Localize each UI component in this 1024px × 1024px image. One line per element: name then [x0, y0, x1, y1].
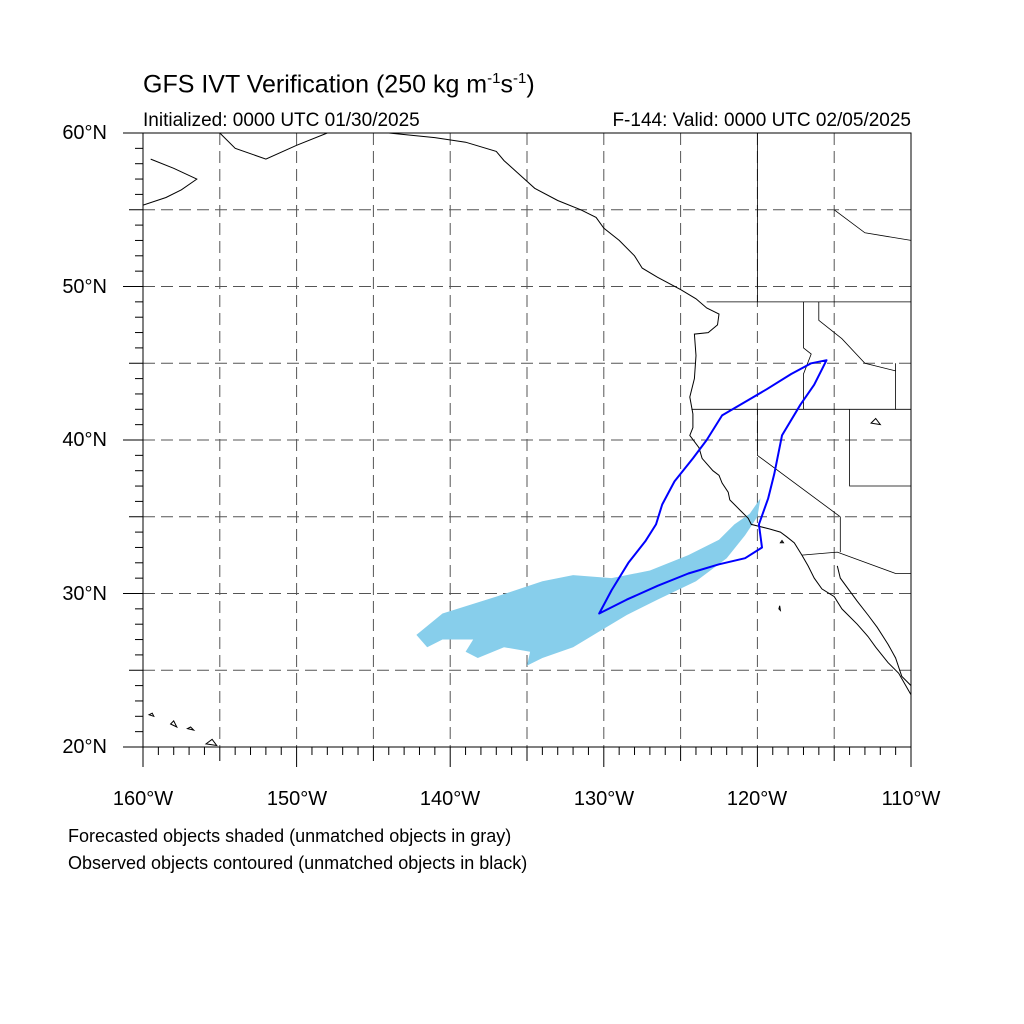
island: [778, 605, 782, 612]
forecast-object: [416, 498, 761, 666]
geography-lines: [143, 133, 911, 747]
lat-label-30n: 30°N: [62, 583, 107, 605]
island: [779, 539, 785, 544]
forecast-object-shaded: [416, 498, 761, 666]
island: [870, 417, 882, 426]
island: [147, 712, 155, 718]
axis-ticks: [123, 132, 912, 767]
coastline: [836, 565, 911, 686]
initialized-time: Initialized: 0000 UTC 01/30/2025: [143, 110, 420, 131]
political-border: [803, 301, 812, 410]
footnote-observed: Observed objects contoured (unmatched ob…: [68, 853, 528, 873]
lat-label-20n: 20°N: [62, 736, 107, 758]
lat-label-40n: 40°N: [62, 429, 107, 451]
island: [186, 726, 196, 732]
political-border: [895, 363, 911, 410]
lon-label-130w: 130°W: [573, 788, 635, 810]
lon-label-150w: 150°W: [266, 788, 328, 810]
lon-label-110w: 110°W: [881, 788, 941, 810]
observed-object-contour: [598, 359, 828, 615]
lat-label-50n: 50°N: [62, 276, 107, 298]
lat-label-60n: 60°N: [62, 122, 107, 144]
political-border: [801, 551, 911, 574]
footnote-forecast: Forecasted objects shaded (unmatched obj…: [68, 826, 512, 846]
lon-label-160w: 160°W: [112, 788, 174, 810]
political-border: [757, 409, 841, 518]
coastline: [143, 158, 198, 206]
valid-time: F-144: Valid: 0000 UTC 02/05/2025: [612, 110, 911, 131]
map-title: GFS IVT Verification (250 kg m-1s-1): [143, 70, 535, 99]
island: [204, 738, 218, 747]
observed-object: [598, 359, 828, 615]
lon-label-140w: 140°W: [419, 788, 481, 810]
political-border: [818, 301, 896, 372]
political-border: [833, 209, 911, 241]
lat-lon-grid: [143, 133, 911, 747]
political-border: [849, 409, 911, 487]
coastline: [219, 133, 911, 696]
island: [169, 720, 178, 729]
lon-label-120w: 120°W: [726, 788, 788, 810]
